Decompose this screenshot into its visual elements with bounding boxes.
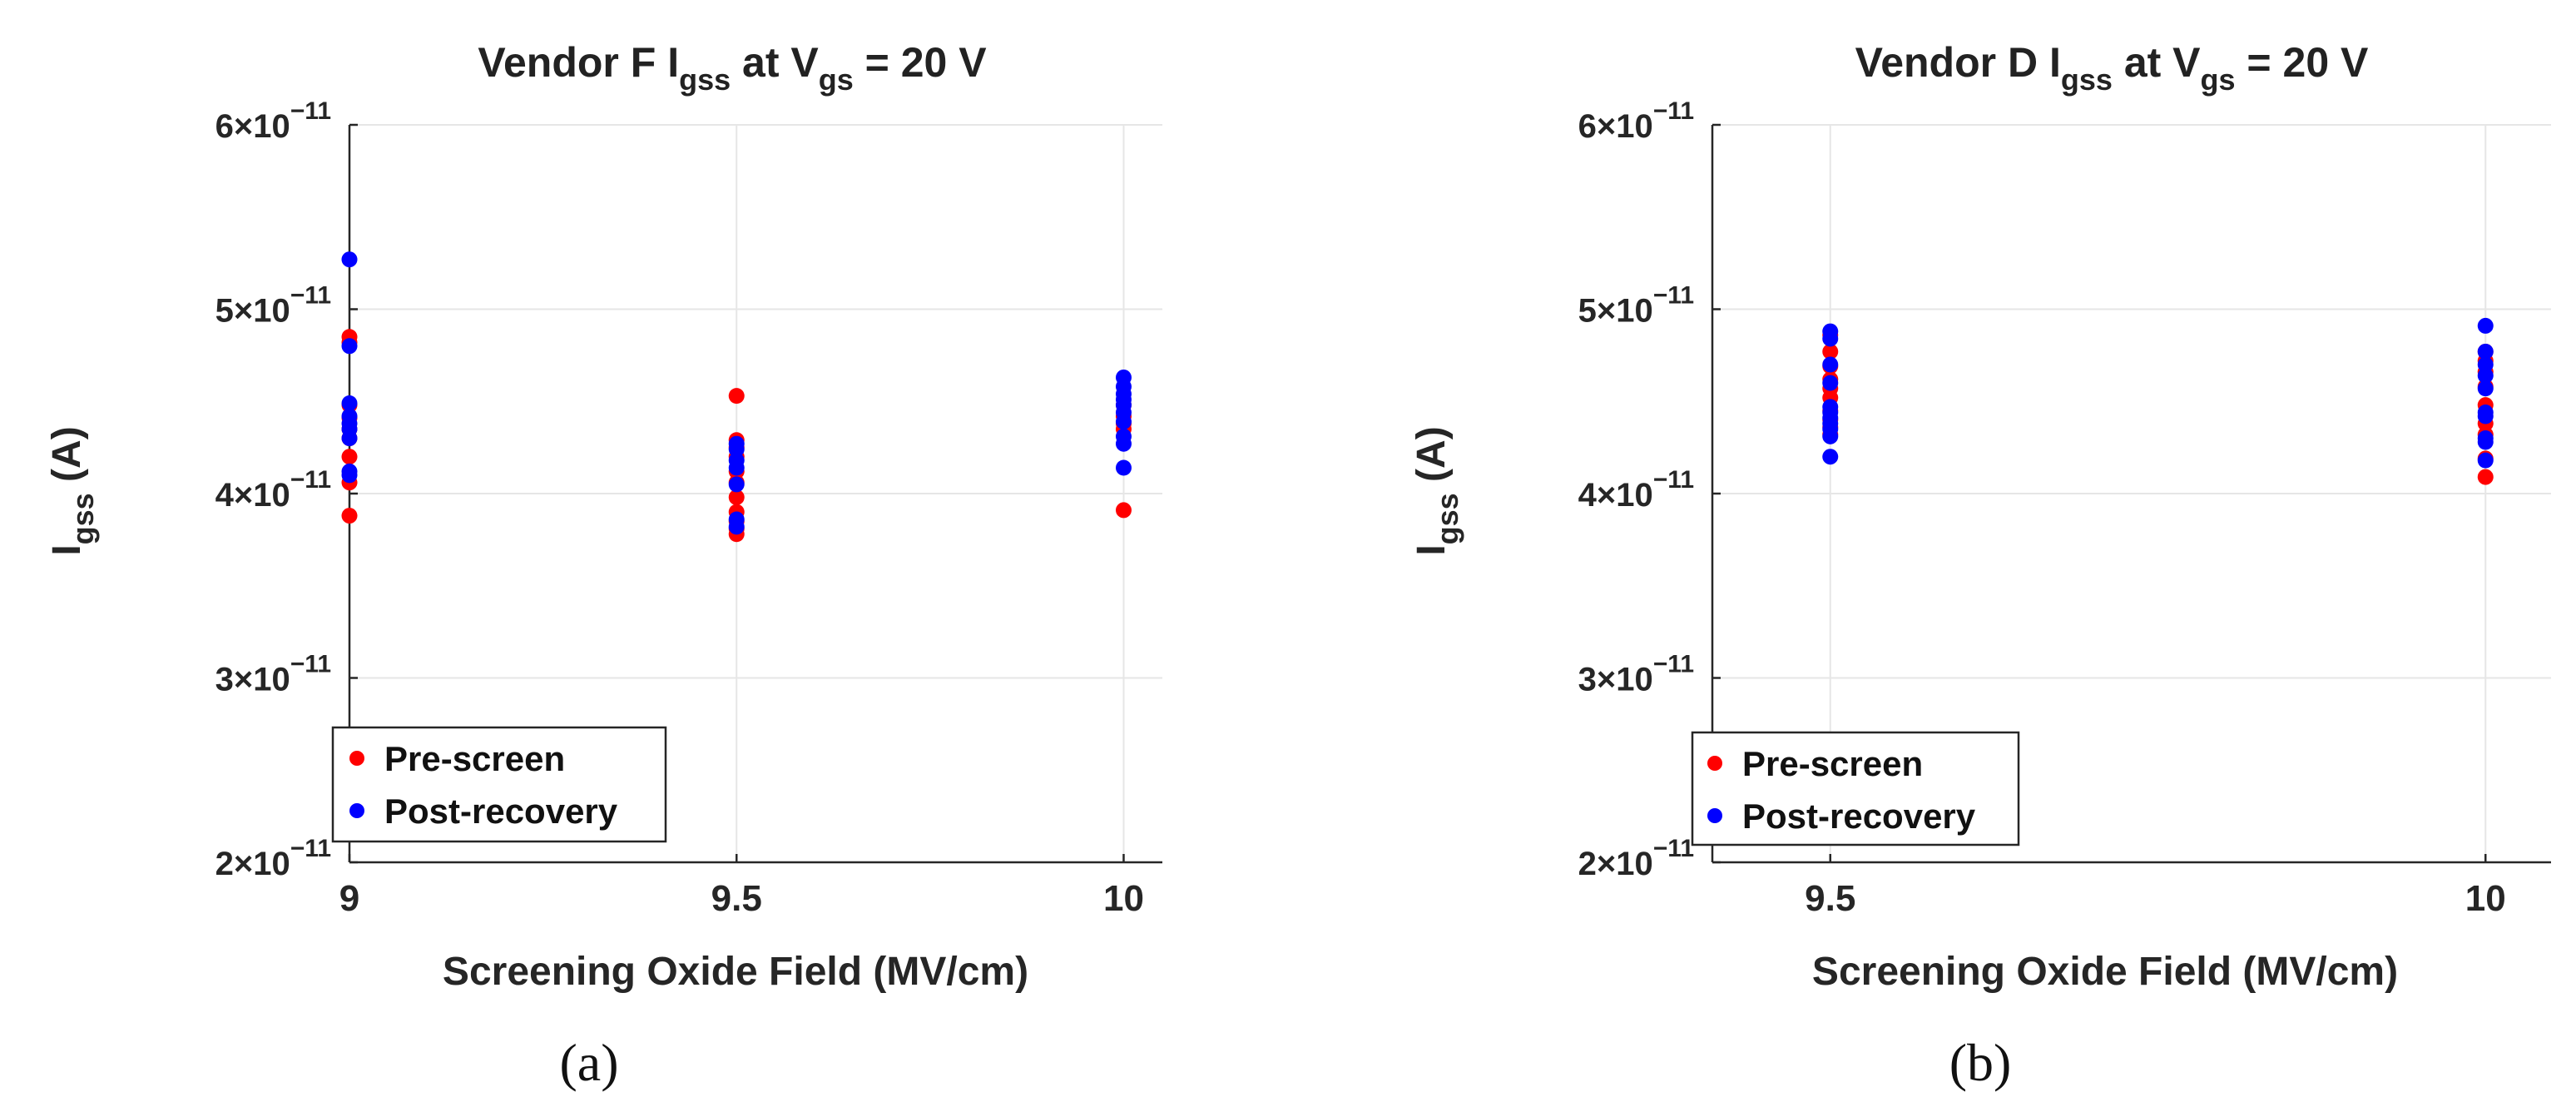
post-recovery-point-a	[1115, 369, 1132, 385]
y-tick-label-b: 6×10−11	[1578, 97, 1694, 145]
data-points-b	[1822, 317, 2494, 485]
x-axis-label-a: Screening Oxide Field (MV/cm)	[443, 950, 1028, 994]
post-recovery-point-b	[2477, 380, 2494, 397]
post-recovery-point-b	[2477, 317, 2494, 334]
pre-screen-point-b	[1822, 343, 1839, 360]
panel-caption-a: (a)	[559, 1033, 618, 1092]
x-tick-label-b: 10	[2465, 878, 2506, 919]
y-tick-labels-a: 2×10−11 3×10−11 4×10−11 5×10−11 6×10−11	[215, 97, 331, 882]
legend-marker-pre-b	[1707, 756, 1722, 771]
post-recovery-point-a	[341, 251, 358, 268]
post-recovery-point-a	[341, 395, 358, 411]
y-axis-label-b: Igss (A)	[1409, 426, 1464, 555]
y-tick-label-a: 3×10−11	[215, 651, 331, 698]
x-axis-label-b: Screening Oxide Field (MV/cm)	[1812, 950, 2398, 994]
y-tick-labels-b: 2×10−11 3×10−11 4×10−11 5×10−11 6×10−11	[1578, 97, 1694, 882]
post-recovery-point-b	[2477, 405, 2494, 421]
post-recovery-point-a	[1115, 428, 1132, 444]
post-recovery-point-b	[2477, 367, 2494, 384]
legend-box-b	[1691, 731, 2020, 846]
post-recovery-point-b	[1822, 449, 1839, 465]
post-recovery-point-b	[1822, 399, 1839, 415]
data-points-a	[341, 251, 1132, 543]
x-tick-labels-a: 9 9.5 10	[339, 878, 1144, 919]
y-tick-label-a: 2×10−11	[215, 835, 331, 882]
legend-marker-post-b	[1707, 808, 1722, 823]
legend-label-post-a: Post-recovery	[384, 792, 618, 831]
x-tick-label-a: 9	[339, 878, 359, 919]
post-recovery-point-a	[341, 408, 358, 424]
x-tick-label-a: 9.5	[711, 878, 762, 919]
legend-label-pre-b: Pre-screen	[1742, 744, 1923, 783]
chart-title-b: Vendor D Igss at Vgs = 20 V	[1855, 39, 2369, 97]
x-tick-label-b: 9.5	[1805, 878, 1855, 919]
y-tick-label-b: 3×10−11	[1578, 651, 1694, 698]
post-recovery-point-a	[728, 511, 745, 528]
pre-screen-point-a	[728, 388, 745, 405]
legend-marker-pre-a	[349, 751, 364, 766]
pre-screen-point-b	[2477, 469, 2494, 485]
post-recovery-point-b	[2477, 356, 2494, 373]
post-recovery-point-a	[728, 476, 745, 493]
y-tick-label-a: 5×10−11	[215, 282, 331, 330]
legend-b: Pre-screen Post-recovery	[1691, 731, 2020, 846]
panel-caption-b: (b)	[1949, 1033, 2012, 1092]
legend-a: Pre-screen Post-recovery	[331, 726, 667, 843]
legend-label-post-b: Post-recovery	[1742, 797, 1976, 836]
y-tick-label-b: 2×10−11	[1578, 835, 1694, 882]
legend-box-a	[331, 726, 667, 843]
post-recovery-point-b	[1822, 323, 1839, 340]
y-axis-label-a: Igss (A)	[45, 426, 100, 555]
chart-title-a: Vendor F Igss at Vgs = 20 V	[478, 39, 987, 97]
y-tick-label-a: 4×10−11	[215, 466, 331, 514]
post-recovery-point-a	[341, 338, 358, 355]
pre-screen-point-a	[728, 489, 745, 505]
post-recovery-point-a	[341, 463, 358, 479]
pre-screen-point-a	[341, 449, 358, 465]
post-recovery-point-a	[728, 435, 745, 452]
post-recovery-point-b	[2477, 452, 2494, 469]
post-recovery-point-b	[1822, 375, 1839, 391]
y-tick-label-b: 4×10−11	[1578, 466, 1694, 514]
post-recovery-point-b	[2477, 343, 2494, 360]
panel-a: Vendor F Igss at Vgs = 20 V 9 9.5 10 2×10−…	[45, 39, 1162, 1092]
y-tick-label-b: 5×10−11	[1578, 282, 1694, 330]
post-recovery-point-a	[1115, 459, 1132, 476]
post-recovery-point-a	[728, 452, 745, 469]
pre-screen-point-a	[1115, 502, 1132, 519]
y-tick-label-a: 6×10−11	[215, 97, 331, 145]
legend-label-pre-a: Pre-screen	[384, 739, 565, 778]
post-recovery-point-b	[2477, 430, 2494, 447]
x-tick-label-a: 10	[1103, 878, 1144, 919]
pre-screen-point-a	[341, 508, 358, 524]
legend-marker-post-a	[349, 803, 364, 818]
panel-b: Vendor D Igss at Vgs = 20 V 9.5 10 2×10−1…	[1409, 39, 2551, 1092]
x-tick-labels-b: 9.5 10	[1805, 878, 2506, 919]
post-recovery-point-b	[1822, 356, 1839, 373]
